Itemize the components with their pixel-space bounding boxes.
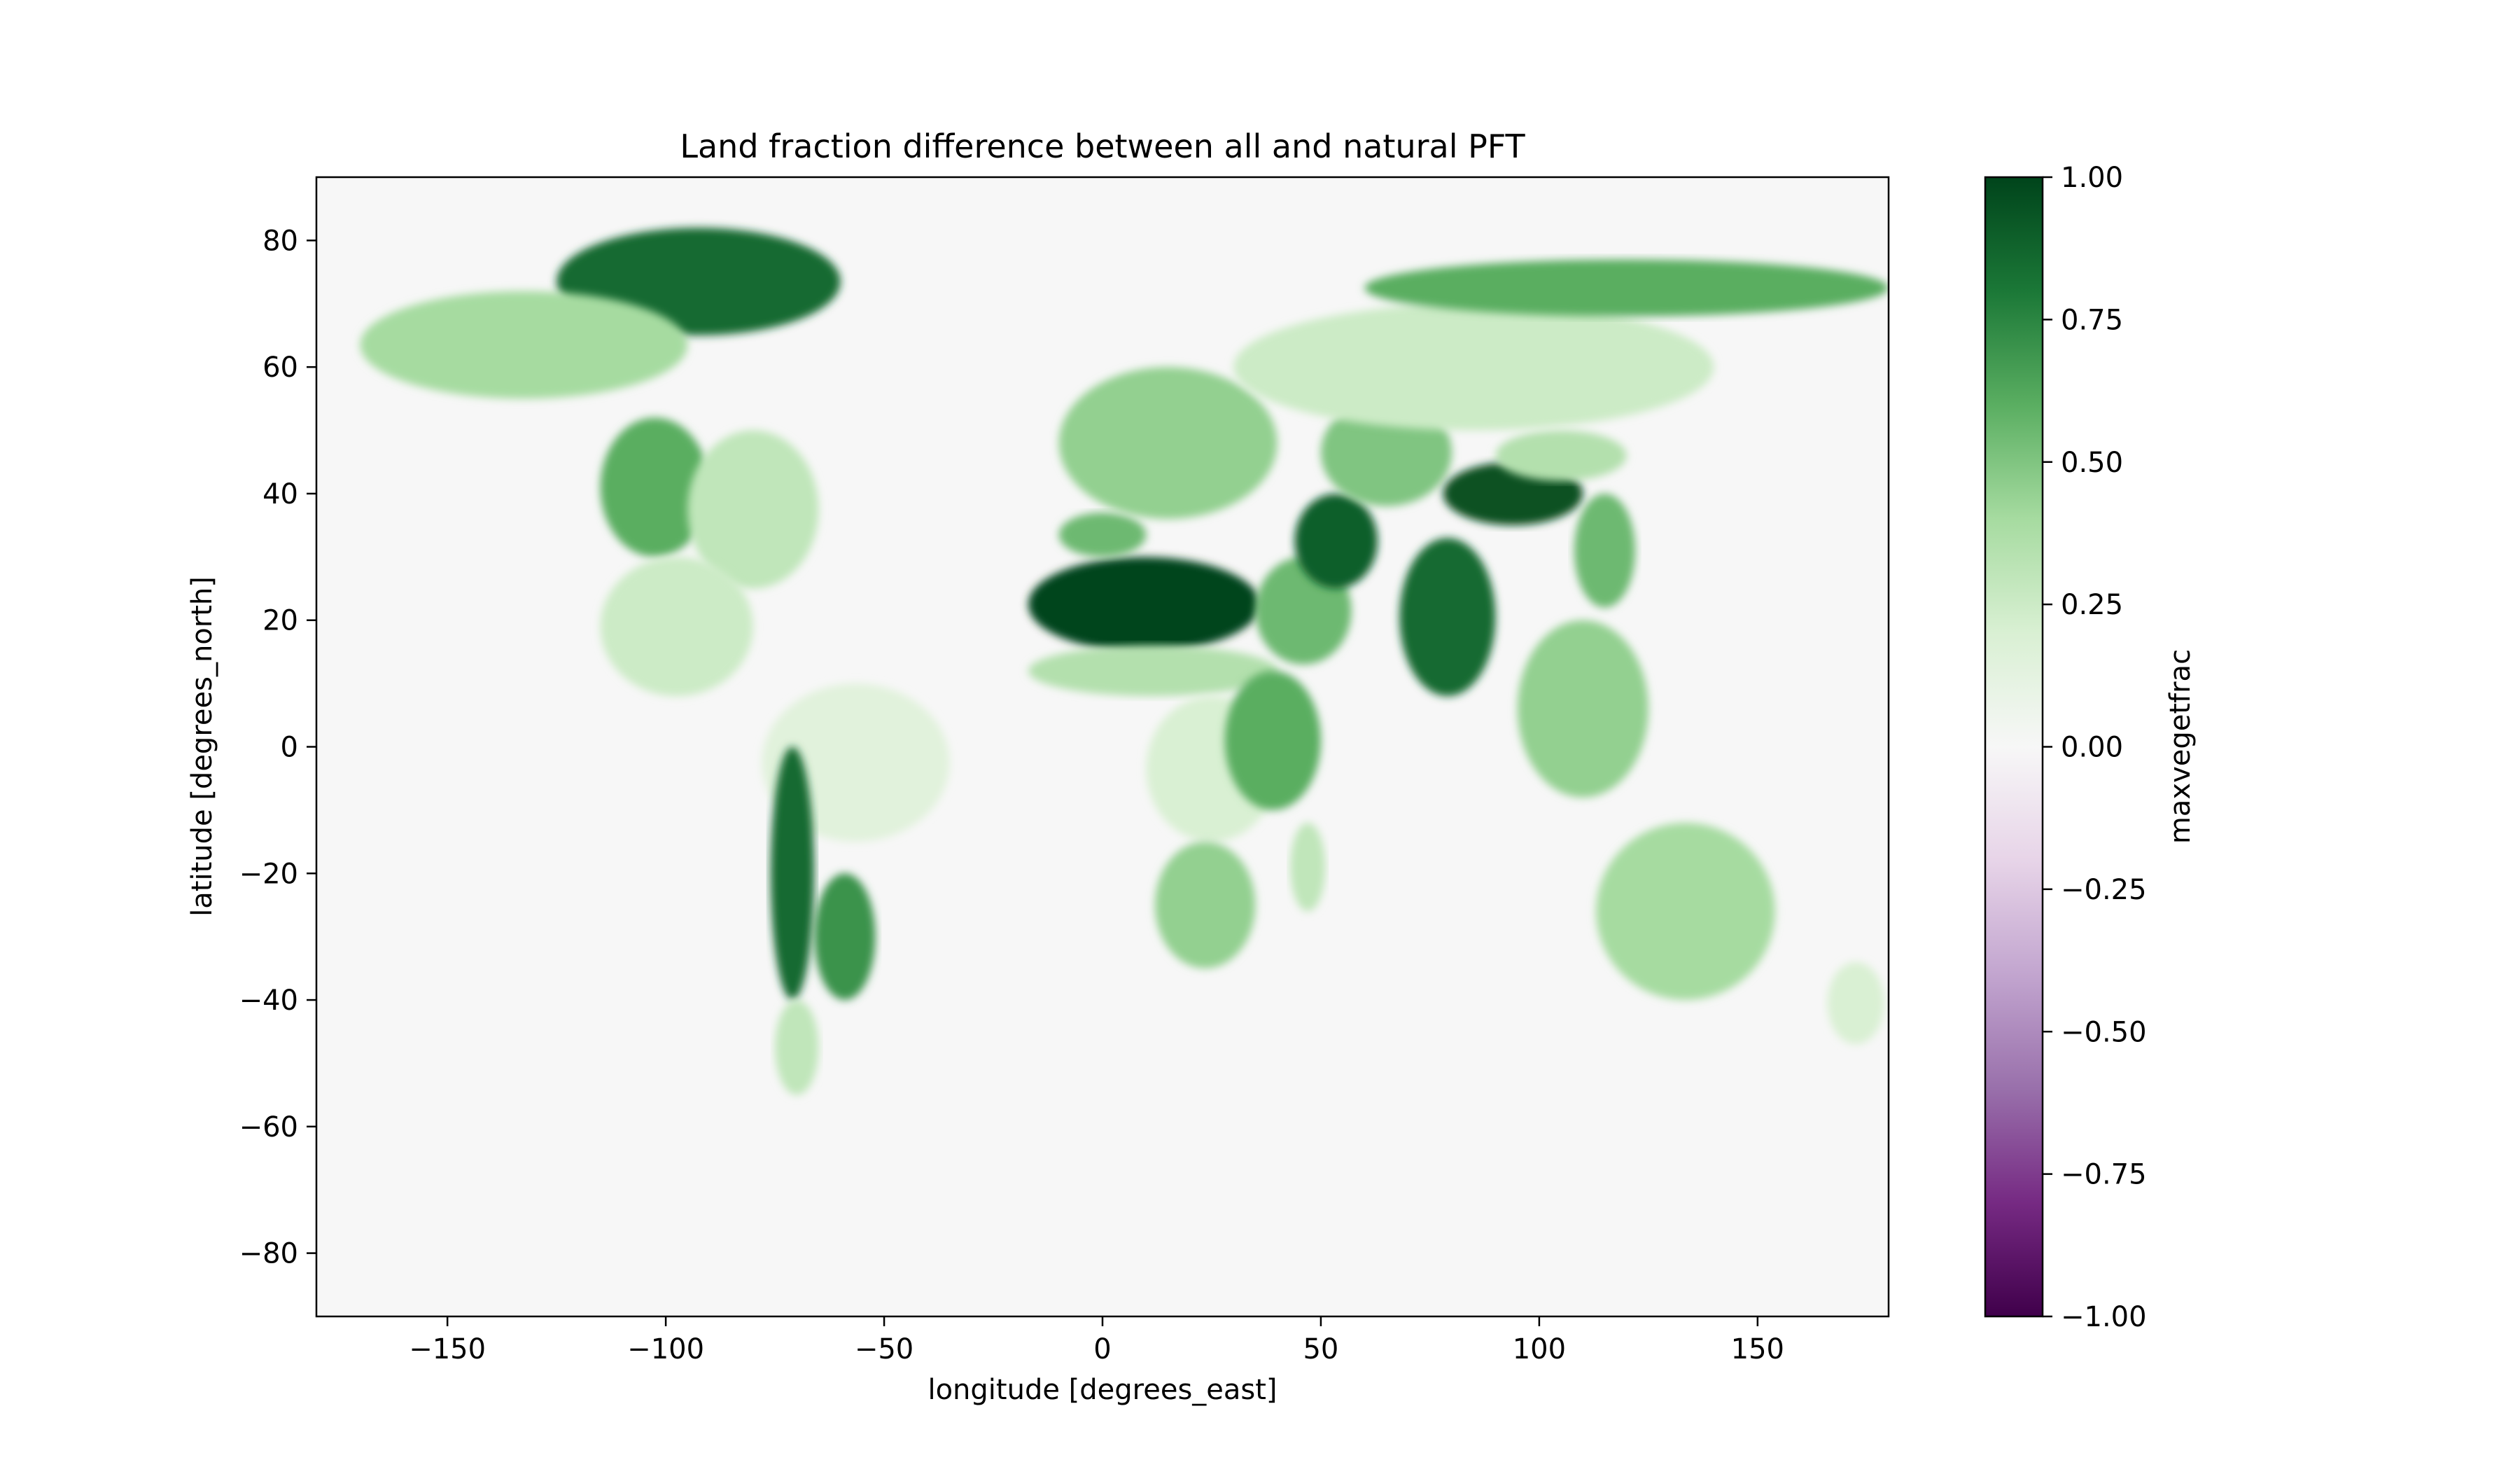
heatmap-region-13 <box>1364 259 1889 317</box>
colorbar-tick-label: 0.50 <box>2061 447 2123 479</box>
heatmap-region-20 <box>770 746 815 1001</box>
heatmap-region-27 <box>1595 822 1775 1001</box>
x-tick-label: 50 <box>1303 1333 1338 1365</box>
heatmap-region-1 <box>1028 645 1278 697</box>
colorbar-axis: 1.00 0.75 0.50 0.25 0.00 −0.25 −0.50 −0.75 −1.00 <box>2043 162 2147 1333</box>
heatmap-region-21 <box>814 873 876 1001</box>
colorbar-tick-label: 0.00 <box>2061 732 2123 764</box>
heatmap-region-22 <box>775 1000 819 1095</box>
colorbar-tick-label: −1.00 <box>2061 1301 2147 1333</box>
heatmap-region-24 <box>1224 671 1321 810</box>
y-tick-label: 40 <box>262 478 298 510</box>
y-tick-label: −80 <box>239 1238 298 1270</box>
y-tick-label: −40 <box>239 985 298 1017</box>
heatmap-region-0 <box>1028 557 1260 652</box>
x-tick-label: 150 <box>1731 1333 1784 1365</box>
colorbar-label: maxvegetfrac <box>2164 649 2197 844</box>
y-tick-label: 20 <box>262 605 298 637</box>
heatmap-region-16 <box>600 417 710 557</box>
y-tick-label: −20 <box>239 858 298 890</box>
colorbar-tick-label: 1.00 <box>2061 162 2123 194</box>
heatmap-region-18 <box>600 557 753 697</box>
heatmap-region-8 <box>1399 538 1496 697</box>
heatmap-region-2 <box>1058 513 1147 557</box>
colorbar-tick-label: 0.25 <box>2061 589 2123 621</box>
x-tick-label: −150 <box>409 1333 486 1365</box>
x-tick-label: 100 <box>1513 1333 1566 1365</box>
y-tick-label: −60 <box>239 1111 298 1143</box>
colorbar <box>1984 176 2044 1318</box>
heatmap-cells <box>360 228 1889 1095</box>
y-axis-label: latitude [degrees_north] <box>186 576 218 917</box>
colorbar-tick-label: −0.75 <box>2061 1159 2147 1191</box>
y-tick-label: 60 <box>262 352 298 384</box>
x-tick-label: −100 <box>627 1333 704 1365</box>
heatmap-region-17 <box>687 430 819 589</box>
heatmap-region-15 <box>360 291 688 399</box>
heatmap-region-26 <box>1290 822 1326 912</box>
heatmap-region-9 <box>1574 493 1636 608</box>
chart-title: Land fraction difference between all and… <box>680 127 1525 165</box>
heatmap-region-12 <box>1233 303 1714 431</box>
colorbar-tick-label: −0.25 <box>2061 874 2147 906</box>
y-axis: 80 60 40 20 0 −20 −40 −60 −80 <box>239 225 316 1270</box>
x-tick-label: 0 <box>1093 1333 1111 1365</box>
heatmap-region-10 <box>1517 620 1648 798</box>
heatmap-region-4 <box>1294 493 1378 589</box>
x-axis: −150 −100 −50 0 50 100 150 <box>409 1316 1784 1365</box>
heatmap-region-7 <box>1495 430 1627 481</box>
colorbar-tick-label: −0.50 <box>2061 1016 2147 1048</box>
heatmap-region-28 <box>1827 961 1884 1045</box>
colorbar-tick-label: 0.75 <box>2061 304 2123 336</box>
y-tick-label: 0 <box>281 732 298 764</box>
y-tick-label: 80 <box>262 225 298 257</box>
heatmap-region-11 <box>1058 367 1278 520</box>
x-axis-label: longitude [degrees_east] <box>927 1374 1277 1406</box>
heatmap-region-25 <box>1154 842 1256 968</box>
x-tick-label: −50 <box>855 1333 913 1365</box>
